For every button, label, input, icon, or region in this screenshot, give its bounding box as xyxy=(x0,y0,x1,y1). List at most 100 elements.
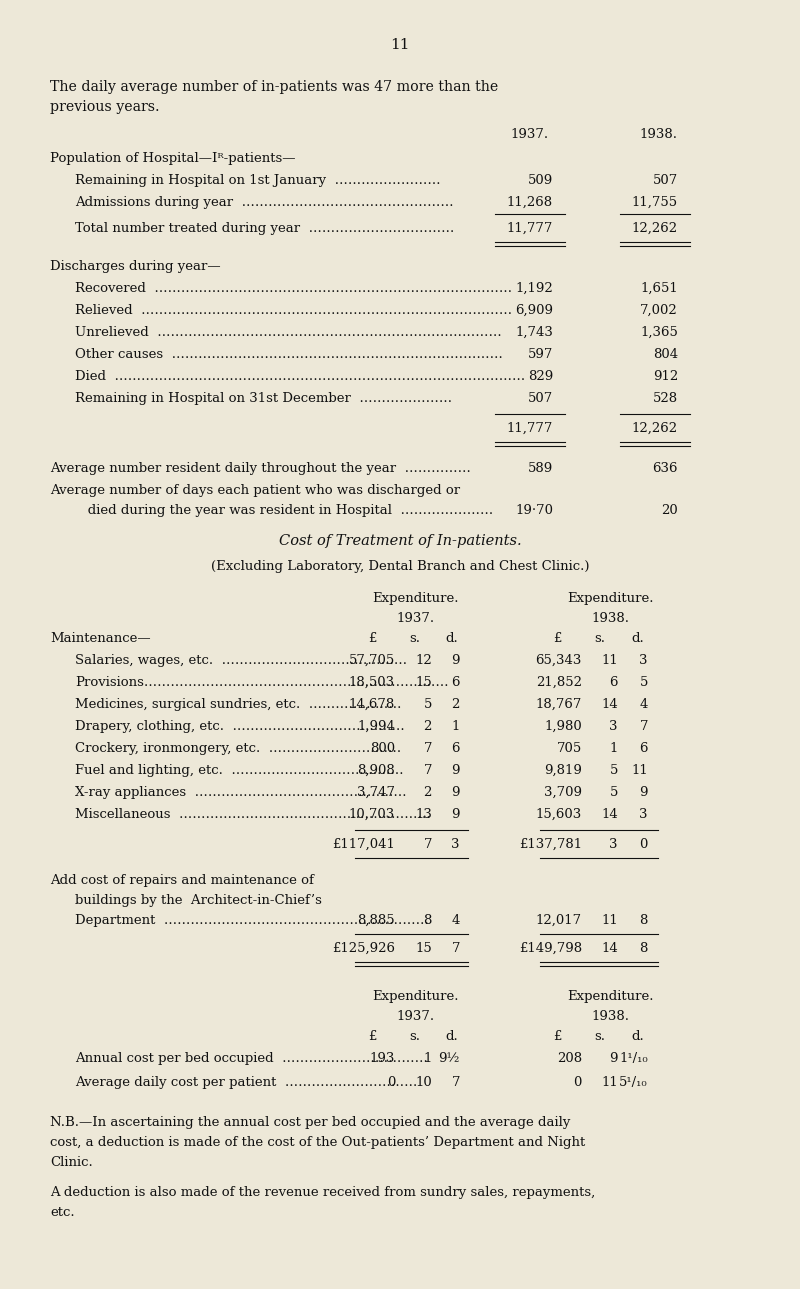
Text: 7: 7 xyxy=(423,742,432,755)
Text: 1,980: 1,980 xyxy=(544,721,582,733)
Text: 1937.: 1937. xyxy=(511,128,549,141)
Text: 20: 20 xyxy=(662,504,678,517)
Text: Fuel and lighting, etc.  …………………………………: Fuel and lighting, etc. ………………………………… xyxy=(75,764,404,777)
Text: Average number of days each patient who was discharged or: Average number of days each patient who … xyxy=(50,483,460,498)
Text: Relieved  …………………………………………………………………………: Relieved ………………………………………………………………………… xyxy=(75,304,512,317)
Text: X-ray appliances  …………………………………………: X-ray appliances ………………………………………… xyxy=(75,786,406,799)
Text: 6,909: 6,909 xyxy=(515,304,553,317)
Text: Salaries, wages, etc.  ……………………………………: Salaries, wages, etc. …………………………………… xyxy=(75,654,407,666)
Text: 3: 3 xyxy=(639,808,648,821)
Text: s.: s. xyxy=(410,1030,421,1043)
Text: 705: 705 xyxy=(557,742,582,755)
Text: 1,651: 1,651 xyxy=(640,282,678,295)
Text: 7: 7 xyxy=(423,764,432,777)
Text: 5: 5 xyxy=(610,786,618,799)
Text: 1¹/₁₀: 1¹/₁₀ xyxy=(619,1052,648,1065)
Text: 3: 3 xyxy=(610,721,618,733)
Text: Clinic.: Clinic. xyxy=(50,1156,93,1169)
Text: 9: 9 xyxy=(451,764,460,777)
Text: 193: 193 xyxy=(370,1052,395,1065)
Text: d.: d. xyxy=(632,1030,644,1043)
Text: s.: s. xyxy=(410,632,421,644)
Text: 11: 11 xyxy=(602,654,618,666)
Text: 2: 2 xyxy=(424,721,432,733)
Text: 8: 8 xyxy=(424,914,432,927)
Text: Remaining in Hospital on 31st December  …………………: Remaining in Hospital on 31st December …… xyxy=(75,392,452,405)
Text: 1938.: 1938. xyxy=(591,1011,629,1023)
Text: 8: 8 xyxy=(640,914,648,927)
Text: Expenditure.: Expenditure. xyxy=(566,990,654,1003)
Text: Remaining in Hospital on 1st January  ……………………: Remaining in Hospital on 1st January ………… xyxy=(75,174,441,187)
Text: 11: 11 xyxy=(602,1076,618,1089)
Text: 0: 0 xyxy=(640,838,648,851)
Text: Annual cost per bed occupied  ……………………………: Annual cost per bed occupied …………………………… xyxy=(75,1052,428,1065)
Text: Cost of Treatment of In-patients.: Cost of Treatment of In-patients. xyxy=(278,534,522,548)
Text: 12: 12 xyxy=(415,654,432,666)
Text: 0: 0 xyxy=(574,1076,582,1089)
Text: 19·70: 19·70 xyxy=(515,504,553,517)
Text: 3: 3 xyxy=(639,654,648,666)
Text: 1938.: 1938. xyxy=(639,128,677,141)
Text: previous years.: previous years. xyxy=(50,101,160,113)
Text: 589: 589 xyxy=(528,461,553,476)
Text: £149,798: £149,798 xyxy=(519,942,582,955)
Text: d.: d. xyxy=(632,632,644,644)
Text: 11,268: 11,268 xyxy=(507,196,553,209)
Text: £: £ xyxy=(368,1030,376,1043)
Text: 1: 1 xyxy=(610,742,618,755)
Text: 1937.: 1937. xyxy=(396,1011,434,1023)
Text: 5: 5 xyxy=(424,699,432,712)
Text: 14: 14 xyxy=(602,699,618,712)
Text: d.: d. xyxy=(446,1030,458,1043)
Text: 8,885: 8,885 xyxy=(358,914,395,927)
Text: Crockery, ironmongery, etc.  …………………………: Crockery, ironmongery, etc. ………………………… xyxy=(75,742,402,755)
Text: buildings by the  Architect-in-Chief’s: buildings by the Architect-in-Chief’s xyxy=(75,895,322,907)
Text: 0: 0 xyxy=(386,1076,395,1089)
Text: 14,678: 14,678 xyxy=(349,699,395,712)
Text: 6: 6 xyxy=(451,675,460,690)
Text: 2: 2 xyxy=(424,786,432,799)
Text: 12,262: 12,262 xyxy=(632,422,678,434)
Text: 804: 804 xyxy=(653,348,678,361)
Text: £: £ xyxy=(368,632,376,644)
Text: 507: 507 xyxy=(528,392,553,405)
Text: Recovered  ………………………………………………………………………: Recovered ……………………………………………………………………… xyxy=(75,282,512,295)
Text: 9: 9 xyxy=(451,786,460,799)
Text: 4: 4 xyxy=(452,914,460,927)
Text: 18,503: 18,503 xyxy=(349,675,395,690)
Text: 1,743: 1,743 xyxy=(515,326,553,339)
Text: 8,908: 8,908 xyxy=(358,764,395,777)
Text: 9,819: 9,819 xyxy=(544,764,582,777)
Text: 3,709: 3,709 xyxy=(544,786,582,799)
Text: 507: 507 xyxy=(653,174,678,187)
Text: Expenditure.: Expenditure. xyxy=(372,990,458,1003)
Text: 10: 10 xyxy=(415,1076,432,1089)
Text: 912: 912 xyxy=(653,370,678,383)
Text: 3: 3 xyxy=(610,838,618,851)
Text: Average number resident daily throughout the year  ……………: Average number resident daily throughout… xyxy=(50,461,471,476)
Text: Discharges during year—: Discharges during year— xyxy=(50,260,221,273)
Text: 636: 636 xyxy=(653,461,678,476)
Text: 15: 15 xyxy=(415,942,432,955)
Text: Average daily cost per patient  …………………………: Average daily cost per patient ………………………… xyxy=(75,1076,418,1089)
Text: 3: 3 xyxy=(451,838,460,851)
Text: 8: 8 xyxy=(640,942,648,955)
Text: 528: 528 xyxy=(653,392,678,405)
Text: Died  …………………………………………………………………………………: Died ………………………………………………………………………………… xyxy=(75,370,526,383)
Text: (Excluding Laboratory, Dental Branch and Chest Clinic.): (Excluding Laboratory, Dental Branch and… xyxy=(210,559,590,574)
Text: 208: 208 xyxy=(557,1052,582,1065)
Text: A deduction is also made of the revenue received from sundry sales, repayments,: A deduction is also made of the revenue … xyxy=(50,1186,595,1199)
Text: 15,603: 15,603 xyxy=(536,808,582,821)
Text: 1: 1 xyxy=(452,721,460,733)
Text: d.: d. xyxy=(446,632,458,644)
Text: Medicines, surgical sundries, etc.  …………………: Medicines, surgical sundries, etc. ……………… xyxy=(75,699,402,712)
Text: £125,926: £125,926 xyxy=(332,942,395,955)
Text: 5: 5 xyxy=(610,764,618,777)
Text: 9½: 9½ xyxy=(438,1052,460,1065)
Text: 1,365: 1,365 xyxy=(640,326,678,339)
Text: 7,002: 7,002 xyxy=(640,304,678,317)
Text: 15: 15 xyxy=(415,675,432,690)
Text: 7: 7 xyxy=(451,942,460,955)
Text: 1,994: 1,994 xyxy=(357,721,395,733)
Text: 6: 6 xyxy=(610,675,618,690)
